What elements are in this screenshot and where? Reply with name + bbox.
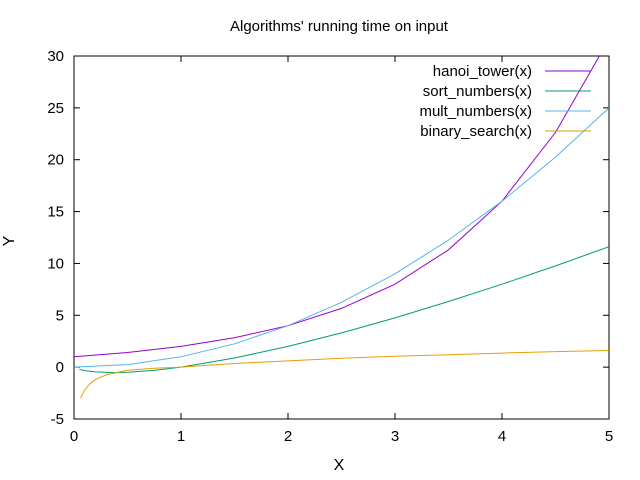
legend-label-1: sort_numbers(x) [423, 83, 532, 100]
x-tick-label: 2 [284, 428, 292, 445]
x-tick-label: 0 [70, 428, 78, 445]
plot-area [73, 55, 610, 420]
series-group [74, 56, 609, 399]
legend-label-0: hanoi_tower(x) [433, 63, 532, 80]
y-tick-label: 25 [47, 100, 64, 117]
x-tick-label: 5 [605, 428, 613, 445]
y-tick-label: 5 [56, 307, 64, 324]
legend-label-3: binary_search(x) [420, 123, 532, 140]
series-line-2 [74, 107, 609, 368]
series-line-1 [79, 246, 609, 374]
series-line-3 [79, 350, 609, 399]
y-tick-label: 30 [47, 48, 64, 65]
plot-border [73, 55, 610, 420]
chart-title: Algorithms' running time on input [230, 18, 449, 35]
y-tick-label: 10 [47, 255, 64, 272]
y-axis-label: Y [1, 235, 18, 246]
x-tick-label: 3 [391, 428, 399, 445]
x-tick-label: 4 [498, 428, 506, 445]
axis-ticks: 0 1 2 3 4 5 -5 0 5 10 15 20 25 30 [47, 48, 613, 445]
x-tick-label: 1 [177, 428, 185, 445]
y-tick-label: 0 [56, 359, 64, 376]
legend-label-2: mult_numbers(x) [419, 103, 532, 120]
x-axis-label: X [334, 457, 345, 474]
y-tick-label: 20 [47, 152, 64, 169]
y-tick-label: -5 [51, 411, 64, 428]
legend: hanoi_tower(x) sort_numbers(x) mult_number… [419, 63, 591, 140]
series-line-0 [74, 56, 600, 358]
y-tick-label: 15 [47, 204, 64, 221]
